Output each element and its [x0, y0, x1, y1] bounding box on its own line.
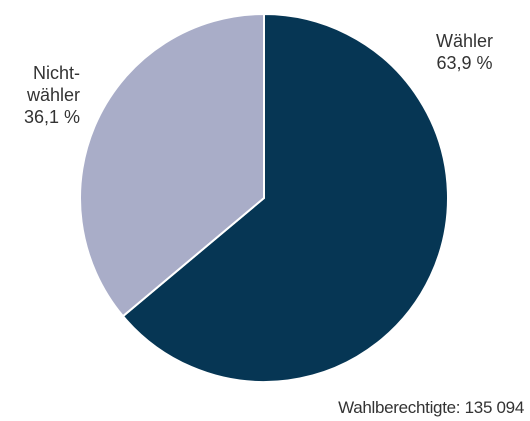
- slice-label: Wähler 63,9 %: [436, 30, 493, 74]
- pie-slice: [79, 12, 265, 318]
- category-label: Wähler: [436, 31, 494, 51]
- pie-slice: [121, 12, 449, 383]
- category-label: Nicht- wähler: [26, 63, 80, 105]
- value-label: 36,1 %: [23, 107, 80, 127]
- note: Wahlberechtigte: 135 094: [338, 398, 524, 417]
- value-label: 63,9 %: [436, 53, 493, 73]
- slice-label: Nicht- wähler 36,1 %: [6, 62, 80, 128]
